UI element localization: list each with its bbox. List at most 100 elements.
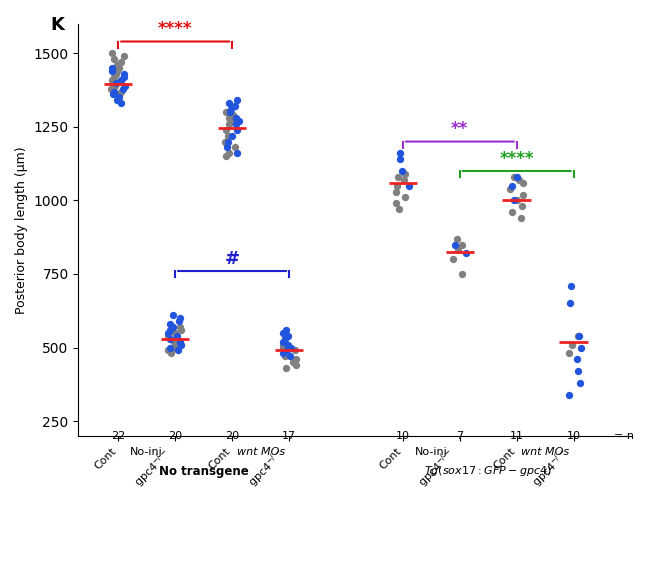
Point bbox=[452, 246, 463, 255]
Text: No-inj: No-inj bbox=[131, 447, 163, 457]
Point bbox=[517, 178, 528, 187]
Point bbox=[391, 199, 402, 208]
Text: wnt MOs: wnt MOs bbox=[237, 447, 285, 457]
Point bbox=[282, 346, 293, 355]
Point bbox=[517, 202, 527, 211]
Point bbox=[116, 75, 126, 85]
Point bbox=[226, 105, 236, 114]
Point bbox=[450, 240, 460, 249]
Point bbox=[164, 325, 175, 335]
Point bbox=[118, 52, 129, 61]
Point bbox=[231, 119, 241, 128]
Point bbox=[108, 78, 118, 87]
Point bbox=[509, 196, 519, 205]
Point bbox=[118, 84, 128, 93]
Point bbox=[231, 113, 241, 122]
Point bbox=[111, 78, 121, 87]
Point bbox=[220, 125, 231, 135]
Point bbox=[512, 172, 522, 182]
Point bbox=[573, 331, 584, 340]
Point bbox=[112, 66, 122, 75]
Text: **: ** bbox=[451, 121, 469, 139]
Point bbox=[509, 172, 519, 182]
Point bbox=[107, 66, 118, 75]
Point bbox=[166, 349, 176, 358]
Point bbox=[228, 110, 239, 120]
Point bbox=[220, 152, 231, 161]
Point bbox=[230, 102, 240, 111]
Point bbox=[566, 281, 577, 290]
Point bbox=[290, 346, 300, 355]
Text: = n: = n bbox=[614, 431, 634, 442]
Point bbox=[226, 108, 236, 117]
Point bbox=[170, 334, 180, 343]
Point bbox=[229, 116, 240, 125]
Point bbox=[506, 181, 517, 190]
Point bbox=[278, 343, 288, 352]
Point bbox=[504, 184, 515, 193]
Point bbox=[452, 234, 462, 243]
Point bbox=[175, 337, 185, 346]
Point bbox=[288, 358, 298, 367]
Point bbox=[222, 143, 232, 152]
Point bbox=[224, 149, 234, 158]
Point bbox=[173, 340, 183, 349]
Text: 10: 10 bbox=[396, 431, 410, 442]
Point bbox=[518, 190, 528, 199]
Point bbox=[119, 69, 129, 78]
Point bbox=[167, 323, 177, 332]
Point bbox=[174, 316, 184, 325]
Point bbox=[114, 63, 124, 72]
Point bbox=[457, 240, 467, 249]
Text: ****: **** bbox=[158, 21, 192, 39]
Point bbox=[170, 343, 180, 352]
Text: K: K bbox=[51, 16, 64, 33]
Point bbox=[109, 72, 119, 82]
Point bbox=[516, 213, 526, 223]
Point bbox=[278, 340, 288, 349]
Point bbox=[395, 155, 406, 164]
Point bbox=[280, 334, 290, 343]
Point bbox=[224, 113, 235, 122]
Point bbox=[400, 169, 411, 178]
Point bbox=[112, 90, 122, 99]
Point bbox=[227, 131, 237, 140]
Point bbox=[174, 313, 185, 323]
Text: 17: 17 bbox=[282, 431, 296, 442]
Point bbox=[107, 63, 117, 72]
Point bbox=[391, 187, 402, 196]
Point bbox=[163, 346, 174, 355]
Point bbox=[164, 343, 175, 352]
Text: 22: 22 bbox=[111, 431, 125, 442]
Point bbox=[564, 390, 575, 399]
Point bbox=[168, 310, 178, 320]
Point bbox=[224, 99, 234, 108]
Text: #: # bbox=[224, 250, 240, 268]
Point bbox=[279, 349, 289, 358]
Point bbox=[393, 172, 404, 182]
Point bbox=[448, 255, 458, 264]
Point bbox=[278, 328, 288, 338]
Point bbox=[512, 196, 522, 205]
Point bbox=[233, 116, 244, 125]
Point bbox=[461, 249, 471, 258]
Point bbox=[232, 125, 242, 135]
Point bbox=[116, 58, 126, 67]
Point bbox=[573, 366, 583, 375]
Point bbox=[396, 166, 407, 175]
Point bbox=[116, 87, 127, 96]
Point bbox=[281, 363, 291, 373]
Point bbox=[575, 343, 586, 352]
Point bbox=[109, 55, 119, 64]
Point bbox=[220, 137, 231, 146]
Point bbox=[114, 93, 124, 102]
Point bbox=[118, 72, 129, 82]
Point bbox=[394, 205, 404, 214]
Point bbox=[174, 346, 184, 355]
Point bbox=[232, 149, 242, 158]
Point bbox=[176, 340, 186, 349]
Point bbox=[223, 131, 233, 140]
Point bbox=[230, 143, 240, 152]
Point bbox=[111, 81, 121, 90]
Point bbox=[109, 87, 119, 96]
